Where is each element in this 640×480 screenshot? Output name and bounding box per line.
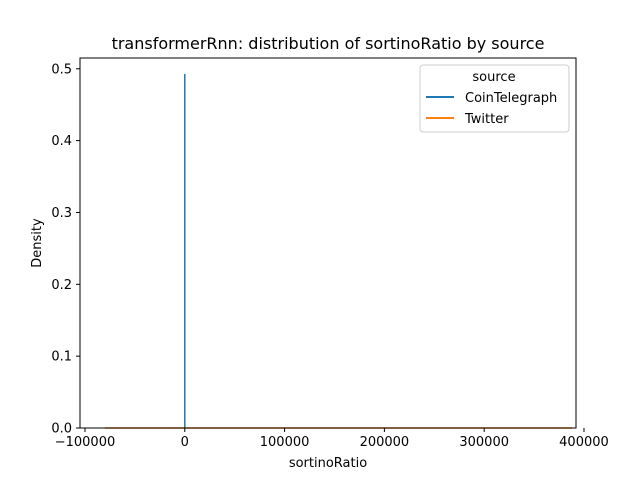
- chart-title: transformerRnn: distribution of sortinoR…: [112, 34, 545, 53]
- y-tick-label: 0.3: [51, 206, 72, 221]
- legend-label-twitter: Twitter: [464, 112, 509, 127]
- legend-title: source: [472, 70, 515, 85]
- legend-box: [419, 64, 570, 133]
- y-tick-label: 0.5: [51, 62, 72, 77]
- x-tick-label: 300000: [459, 435, 509, 450]
- y-tick-label: 0.4: [51, 134, 72, 149]
- x-tick-label: 400000: [559, 435, 609, 450]
- legend: source CoinTelegraph Twitter: [419, 64, 570, 133]
- x-axis-label: sortinoRatio: [289, 456, 367, 471]
- x-tick-label: −100000: [55, 435, 116, 450]
- legend-label-cointelegraph: CoinTelegraph: [465, 91, 557, 106]
- y-axis-ticks: 0.0 0.1 0.2 0.3 0.4 0.5: [51, 62, 80, 437]
- x-axis-ticks: −100000 0 100000 200000 300000 400000: [55, 428, 609, 450]
- x-tick-label: 0: [181, 435, 189, 450]
- y-tick-label: 0.0: [51, 422, 72, 437]
- plot-frame: [79, 57, 577, 429]
- x-tick-label: 100000: [260, 435, 310, 450]
- y-tick-label: 0.1: [51, 350, 72, 365]
- y-axis-label: Density: [30, 218, 45, 268]
- x-tick-label: 200000: [360, 435, 410, 450]
- y-tick-label: 0.2: [51, 278, 72, 293]
